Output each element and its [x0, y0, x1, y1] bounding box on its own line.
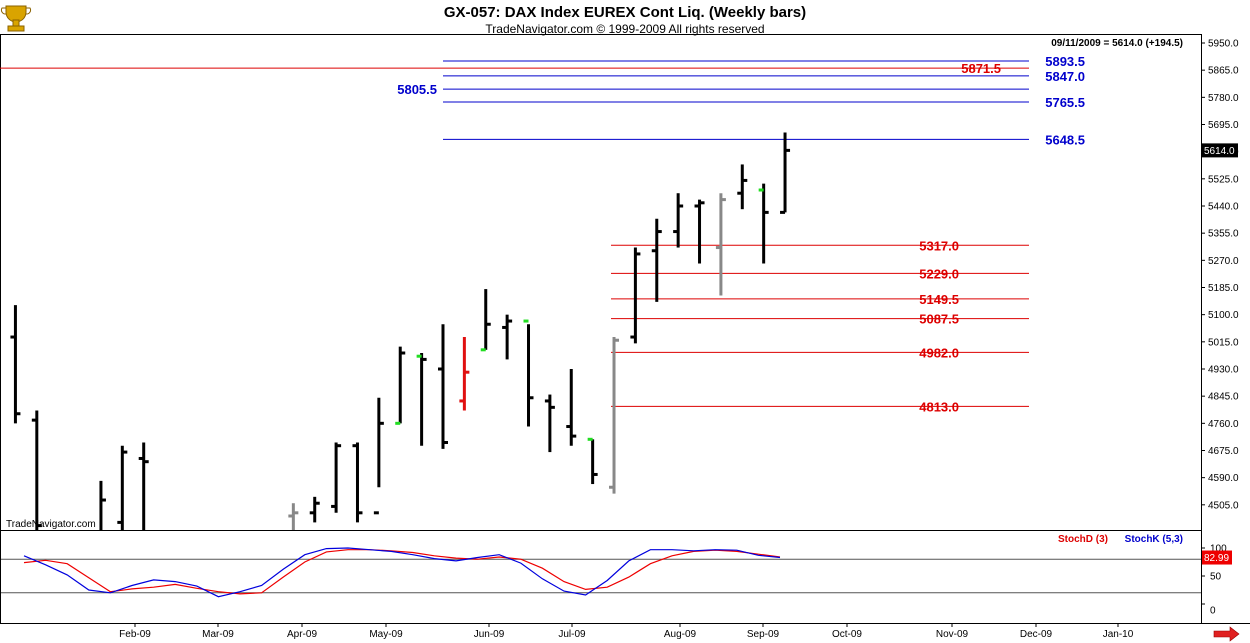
stoch-y-tick-label: 0: [1210, 606, 1216, 617]
date-x-axis: Feb-09 Mar-09 Apr-09 May-09 Jun-09 Jul-09 Aug-…: [119, 623, 1134, 640]
y-tick-label: 5780.0: [1208, 93, 1239, 104]
chart-frame: [0, 34, 1250, 624]
last-bar-info: 09/11/2009 = 5614.0 (+194.5): [1051, 38, 1183, 49]
stochastic-panel: 100 50 0 StochD (3) StochK (5,3) 82.99: [1, 534, 1232, 617]
level-label: 5847.0: [1045, 69, 1085, 84]
y-tick-label: 4590.0: [1208, 473, 1239, 484]
y-tick-label: 5015.0: [1208, 337, 1239, 348]
x-tick-label: Mar-09: [202, 629, 234, 640]
level-label: 5805.5: [397, 82, 437, 97]
x-tick-label: Aug-09: [664, 629, 697, 640]
y-tick-label: 5100.0: [1208, 310, 1239, 321]
x-tick-label: Nov-09: [936, 629, 969, 640]
y-tick-label: 5185.0: [1208, 283, 1239, 294]
stoch-legend-d: StochD (3): [1058, 534, 1108, 545]
y-tick-label: 4675.0: [1208, 446, 1239, 457]
y-tick-label: 5270.0: [1208, 256, 1239, 267]
level-label: 5087.5: [919, 312, 959, 327]
stoch-y-tick-label: 50: [1210, 572, 1222, 583]
y-tick-label: 5525.0: [1208, 174, 1239, 185]
stoch-legend-k: StochK (5,3): [1125, 534, 1183, 545]
y-tick-label: 5695.0: [1208, 120, 1239, 131]
x-tick-label: May-09: [369, 629, 403, 640]
x-tick-label: Sep-09: [747, 629, 780, 640]
y-tick-label: 4760.0: [1208, 419, 1239, 430]
y-tick-label: 5865.0: [1208, 66, 1239, 77]
x-tick-label: Dec-09: [1020, 629, 1053, 640]
y-tick-label: 4845.0: [1208, 392, 1239, 403]
chart-subtitle: TradeNavigator.com © 1999-2009 All right…: [485, 22, 764, 36]
stoch-last-value-box: [1202, 550, 1232, 565]
price-level-lines: 5893.5 5871.5 5847.0 5805.5 5765.5 5648.5 5317…: [0, 54, 1085, 414]
scroll-right-arrow-icon[interactable]: [1213, 626, 1241, 642]
ohlc-bars: [10, 132, 791, 530]
trophy-logo-icon: [0, 5, 32, 32]
y-tick-label: 5950.0: [1208, 39, 1239, 50]
y-tick-label: 5440.0: [1208, 201, 1239, 212]
x-tick-label: Jun-09: [474, 629, 505, 640]
chart-title: GX-057: DAX Index EUREX Cont Liq. (Weekl…: [444, 4, 806, 21]
x-tick-label: Feb-09: [119, 629, 151, 640]
level-label: 4982.0: [919, 345, 959, 360]
x-tick-label: Jul-09: [558, 629, 586, 640]
watermark: TradeNavigator.com: [6, 519, 96, 530]
price-y-axis: 5950.05865.05780.05695.05610.05525.05440…: [1201, 39, 1239, 511]
y-tick-label: 4930.0: [1208, 364, 1239, 375]
stoch-panel-border: [0, 530, 1202, 624]
y-tick-label: 4505.0: [1208, 500, 1239, 511]
level-label: 5648.5: [1045, 132, 1085, 147]
stoch-y-tick-label: 100: [1210, 544, 1227, 555]
level-label: 5229.0: [919, 266, 959, 281]
stoch-series-line: [23, 547, 781, 598]
last-price-tag: 5614.0: [1202, 143, 1238, 158]
level-label: 5871.5: [961, 61, 1001, 76]
level-label: 5149.5: [919, 292, 959, 307]
y-tick-label: 5355.0: [1208, 229, 1239, 240]
x-tick-label: Apr-09: [287, 629, 317, 640]
x-tick-label: Oct-09: [832, 629, 862, 640]
stoch-series-line: [23, 549, 781, 595]
x-tick-label: Jan-10: [1103, 629, 1134, 640]
level-label: 5893.5: [1045, 54, 1085, 69]
last-price-label: 5614.0: [1204, 146, 1235, 157]
ohlc-bar-group: [10, 132, 791, 530]
level-label: 4813.0: [919, 399, 959, 414]
level-label: 5765.5: [1045, 95, 1085, 110]
last-price-box: [1202, 143, 1238, 158]
main-panel-border: [0, 34, 1202, 531]
stoch-last-value-label: 82.99: [1204, 553, 1229, 564]
level-label: 5317.0: [919, 238, 959, 253]
